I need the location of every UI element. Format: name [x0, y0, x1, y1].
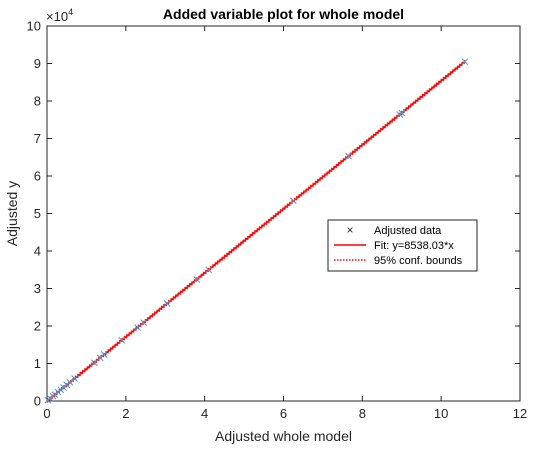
legend-entry-bounds: 95% conf. bounds [374, 255, 463, 267]
y-tick-label: 7 [34, 131, 41, 146]
y-tick-label: 10 [27, 19, 41, 34]
legend-entry-fit: Fit: y=8538.03*x [374, 240, 454, 252]
x-tick-label: 4 [201, 406, 208, 421]
y-tick-label: 4 [34, 244, 41, 259]
x-tick-label: 12 [513, 406, 527, 421]
x-axis-label: Adjusted whole model [215, 428, 352, 444]
y-tick-label: 1 [34, 356, 41, 371]
y-tick-label: 6 [34, 169, 41, 184]
x-tick-label: 10 [434, 406, 448, 421]
legend: × Adjusted data Fit: y=8538.03*x 95% con… [328, 220, 477, 271]
y-tick-label: 2 [34, 319, 41, 334]
y-tick-label: 3 [34, 281, 41, 296]
legend-marker-data: × [346, 223, 353, 237]
chart-title: Added variable plot for whole model [163, 6, 404, 22]
x-tick-label: 2 [122, 406, 129, 421]
x-tick-label: 0 [43, 406, 50, 421]
x-tick-label: 8 [359, 406, 366, 421]
y-tick-label: 0 [34, 394, 41, 409]
y-tick-label: 5 [34, 206, 41, 221]
x-tick-label: 6 [280, 406, 287, 421]
y-tick-label: 9 [34, 56, 41, 71]
legend-entry-data: Adjusted data [374, 225, 442, 237]
y-axis-label: Adjusted y [4, 181, 20, 246]
y-tick-label: 8 [34, 94, 41, 109]
